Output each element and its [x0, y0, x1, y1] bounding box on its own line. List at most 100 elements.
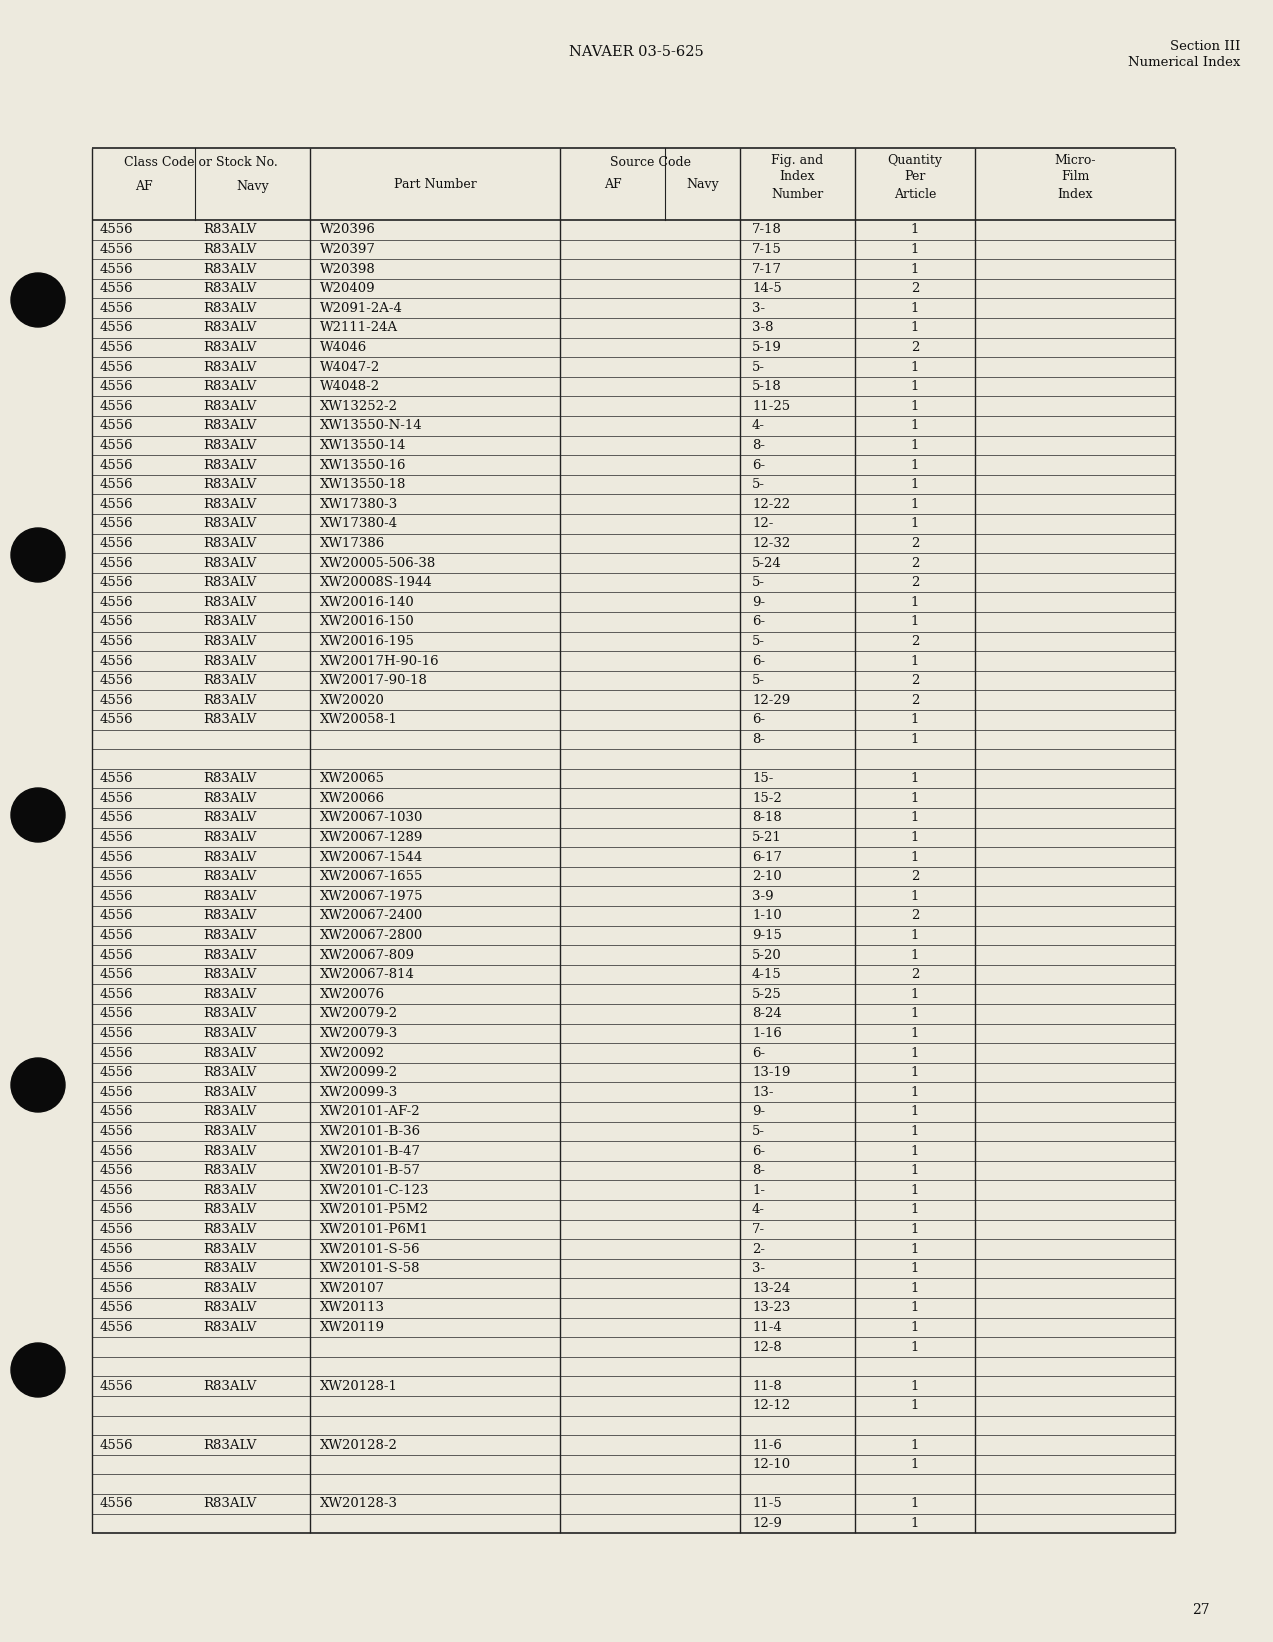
Text: 6-: 6- — [752, 1144, 765, 1158]
Circle shape — [11, 273, 65, 327]
Text: XW20008S-1944: XW20008S-1944 — [320, 576, 433, 589]
Text: 5-: 5- — [752, 576, 765, 589]
Text: XW13550-18: XW13550-18 — [320, 478, 406, 491]
Text: 1: 1 — [910, 831, 919, 844]
Text: XW20101-C-123: XW20101-C-123 — [320, 1184, 429, 1197]
Text: NAVAER 03-5-625: NAVAER 03-5-625 — [569, 44, 704, 59]
Text: 2: 2 — [910, 282, 919, 296]
Text: 1: 1 — [910, 458, 919, 471]
Text: R83ALV: R83ALV — [202, 478, 256, 491]
Text: 1: 1 — [910, 517, 919, 530]
Text: 8-: 8- — [752, 732, 765, 745]
Text: 9-15: 9-15 — [752, 929, 782, 943]
Text: R83ALV: R83ALV — [202, 596, 256, 609]
Text: Article: Article — [894, 187, 936, 200]
Text: XW20017H-90-16: XW20017H-90-16 — [320, 655, 439, 668]
Text: R83ALV: R83ALV — [202, 223, 256, 236]
Text: XW20092: XW20092 — [320, 1046, 384, 1059]
Text: 13-23: 13-23 — [752, 1302, 791, 1314]
Text: XW20107: XW20107 — [320, 1282, 384, 1294]
Text: 12-29: 12-29 — [752, 693, 791, 706]
Text: 9-: 9- — [752, 596, 765, 609]
Text: XW20101-B-57: XW20101-B-57 — [320, 1164, 421, 1177]
Text: 7-: 7- — [752, 1223, 765, 1236]
Text: 2: 2 — [910, 693, 919, 706]
Text: R83ALV: R83ALV — [202, 1007, 256, 1020]
Circle shape — [11, 1057, 65, 1112]
Text: Navy: Navy — [686, 177, 719, 190]
Text: W4048-2: W4048-2 — [320, 379, 381, 392]
Circle shape — [11, 529, 65, 581]
Text: 4556: 4556 — [101, 635, 134, 649]
Text: 1: 1 — [910, 1164, 919, 1177]
Text: Quantity: Quantity — [887, 153, 942, 166]
Text: 3-8: 3-8 — [752, 322, 774, 335]
Text: 1: 1 — [910, 1302, 919, 1314]
Text: 11-25: 11-25 — [752, 399, 791, 412]
Text: 5-21: 5-21 — [752, 831, 782, 844]
Text: 4-: 4- — [752, 419, 765, 432]
Text: 1: 1 — [910, 1066, 919, 1079]
Text: XW20101-S-56: XW20101-S-56 — [320, 1243, 420, 1256]
Text: 4556: 4556 — [101, 831, 134, 844]
Text: W4047-2: W4047-2 — [320, 361, 381, 373]
Text: 1: 1 — [910, 1340, 919, 1353]
Text: 3-: 3- — [752, 302, 765, 315]
Text: 2-10: 2-10 — [752, 870, 782, 883]
Text: 1: 1 — [910, 223, 919, 236]
Text: 1: 1 — [910, 399, 919, 412]
Text: Source Code: Source Code — [610, 156, 690, 169]
Text: R83ALV: R83ALV — [202, 870, 256, 883]
Text: 4556: 4556 — [101, 969, 134, 982]
Text: AF: AF — [135, 179, 153, 192]
Text: 1: 1 — [910, 1144, 919, 1158]
Text: 15-: 15- — [752, 772, 774, 785]
Text: AF: AF — [603, 177, 621, 190]
Text: 4556: 4556 — [101, 1379, 134, 1392]
Text: 5-: 5- — [752, 361, 765, 373]
Text: XW20099-2: XW20099-2 — [320, 1066, 398, 1079]
Text: 1: 1 — [910, 361, 919, 373]
Text: XW20067-2800: XW20067-2800 — [320, 929, 423, 943]
Text: 12-22: 12-22 — [752, 498, 791, 511]
Text: 6-: 6- — [752, 1046, 765, 1059]
Text: 4556: 4556 — [101, 851, 134, 864]
Text: XW20016-150: XW20016-150 — [320, 616, 415, 629]
Text: R83ALV: R83ALV — [202, 576, 256, 589]
Text: 1: 1 — [910, 1498, 919, 1511]
Text: R83ALV: R83ALV — [202, 772, 256, 785]
Text: 4556: 4556 — [101, 302, 134, 315]
Text: 4556: 4556 — [101, 399, 134, 412]
Text: 1: 1 — [910, 1243, 919, 1256]
Text: R83ALV: R83ALV — [202, 910, 256, 923]
Text: R83ALV: R83ALV — [202, 1125, 256, 1138]
Text: XW17386: XW17386 — [320, 537, 386, 550]
Text: Film: Film — [1060, 169, 1090, 182]
Text: 2: 2 — [910, 969, 919, 982]
Text: 8-18: 8-18 — [752, 811, 782, 824]
Text: 6-: 6- — [752, 616, 765, 629]
Text: 4556: 4556 — [101, 517, 134, 530]
Text: 1: 1 — [910, 1184, 919, 1197]
Text: 4556: 4556 — [101, 713, 134, 726]
Text: 3-9: 3-9 — [752, 890, 774, 903]
Text: 4556: 4556 — [101, 1320, 134, 1333]
Text: 4556: 4556 — [101, 949, 134, 962]
Text: 4556: 4556 — [101, 478, 134, 491]
Text: R83ALV: R83ALV — [202, 379, 256, 392]
Text: 12-10: 12-10 — [752, 1458, 791, 1471]
Text: R83ALV: R83ALV — [202, 1263, 256, 1276]
Text: 1: 1 — [910, 1026, 919, 1039]
Text: 7-17: 7-17 — [752, 263, 782, 276]
Text: XW20020: XW20020 — [320, 693, 384, 706]
Text: 1: 1 — [910, 498, 919, 511]
Text: R83ALV: R83ALV — [202, 458, 256, 471]
Text: XW20119: XW20119 — [320, 1320, 384, 1333]
Text: 4556: 4556 — [101, 675, 134, 686]
Text: R83ALV: R83ALV — [202, 1282, 256, 1294]
Text: 1: 1 — [910, 616, 919, 629]
Text: XW20016-195: XW20016-195 — [320, 635, 415, 649]
Text: 1: 1 — [910, 1204, 919, 1217]
Text: 1: 1 — [910, 851, 919, 864]
Text: 4556: 4556 — [101, 1164, 134, 1177]
